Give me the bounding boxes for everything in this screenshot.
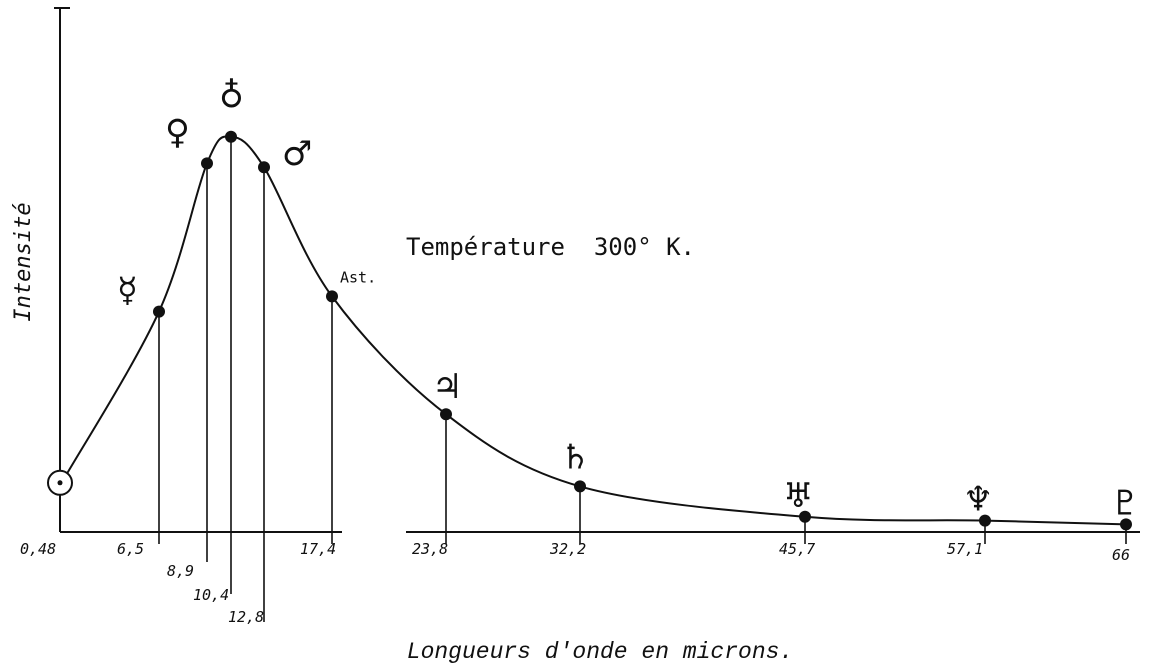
data-points <box>47 130 1132 531</box>
data-point <box>201 157 213 170</box>
x-tick-label: 8,9 <box>167 562 194 580</box>
data-point <box>979 514 991 527</box>
y-axis-label: Intensité <box>11 202 36 321</box>
data-point <box>326 290 338 303</box>
x-tick-label: 57,1 <box>947 540 983 558</box>
data-point <box>799 510 811 523</box>
x-tick-label: 6,5 <box>117 540 144 558</box>
x-tick-label: 17,4 <box>300 540 336 558</box>
intensity-curve <box>63 135 1127 526</box>
pluto-icon: ♇ <box>1110 483 1140 523</box>
data-point <box>574 480 586 493</box>
planet-symbols: ☿ ♀ ♁ ♂ Ast. ♃ ♄ ♅ ♆ ♇ <box>117 76 1140 524</box>
asteroids-label: Ast. <box>340 268 376 286</box>
mars-icon: ♂ <box>282 134 312 174</box>
x-tick-label: 32,2 <box>549 540 586 558</box>
x-tick-label: 0,48 <box>20 540 56 558</box>
data-point <box>153 305 165 318</box>
jupiter-icon: ♃ <box>432 367 462 407</box>
data-point <box>225 130 237 143</box>
data-point <box>1120 518 1132 531</box>
data-point <box>258 161 270 174</box>
x-tick-label: 12,8 <box>228 608 264 626</box>
tick-labels: 0,48 6,5 8,9 10,4 12,8 17,4 23,8 32,2 45,7 57,1 66 <box>20 540 1130 626</box>
sun-icon <box>57 480 63 486</box>
temperature-annotation: Température 300° K. <box>406 233 695 261</box>
earth-icon: ♁ <box>219 76 244 116</box>
uranus-icon: ♅ <box>783 476 813 516</box>
neptune-icon: ♆ <box>963 480 993 520</box>
x-axis-label: Longueurs d'onde en microns. <box>407 639 793 665</box>
venus-icon: ♀ <box>165 112 190 152</box>
x-tick-label: 45,7 <box>779 540 815 558</box>
data-point <box>440 408 452 421</box>
x-tick-label: 23,8 <box>412 540 448 558</box>
saturn-icon: ♄ <box>560 437 590 477</box>
x-tick-label: 66 <box>1112 546 1130 564</box>
x-tick-label: 10,4 <box>193 586 229 604</box>
mercury-icon: ☿ <box>117 271 138 311</box>
